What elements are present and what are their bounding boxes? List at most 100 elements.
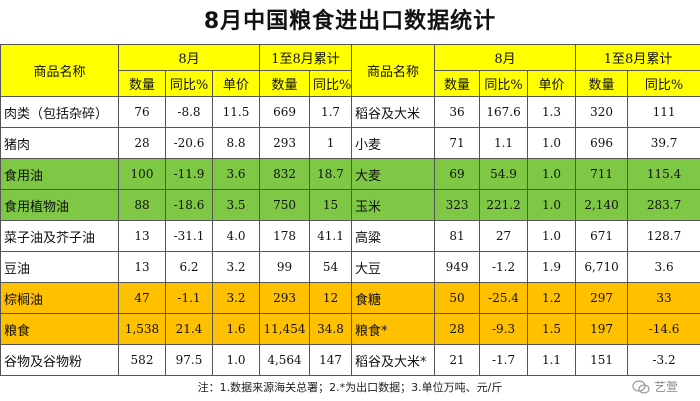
cell-qty-right: 36 [434, 96, 481, 128]
cell-price-left: 1.0 [211, 344, 261, 376]
cell-price-right: 1.0 [527, 158, 577, 190]
cell-yoy-right: -1.2 [479, 251, 529, 283]
commodity-name-left: 粮食 [0, 313, 119, 345]
cell-yoy-right: 221.2 [479, 189, 529, 221]
cell-cum-yoy-left: 1 [309, 127, 353, 159]
cell-cum-qty-right: 151 [575, 344, 629, 376]
cell-qty-left: 47 [118, 282, 166, 314]
cell-cum-yoy-right: 283.7 [627, 189, 700, 221]
commodity-name-right: 稻谷及大米 [351, 96, 436, 128]
cell-price-right: 1.3 [527, 96, 577, 128]
cell-cum-qty-right: 320 [575, 96, 629, 128]
cell-qty-right: 28 [434, 313, 481, 345]
commodity-name-right: 高粱 [351, 220, 436, 252]
col-header-qty: 数量 [118, 70, 166, 97]
cell-cum-yoy-right: 128.7 [627, 220, 700, 252]
cell-cum-qty-right: 696 [575, 127, 629, 159]
col-header-price: 单价 [211, 70, 261, 97]
cell-cum-yoy-right: -14.6 [627, 313, 700, 345]
cell-qty-left: 582 [118, 344, 166, 376]
commodity-name-right: 大豆 [351, 251, 436, 283]
cell-price-left: 3.2 [211, 251, 261, 283]
cell-qty-left: 76 [118, 96, 166, 128]
cell-price-right: 1.1 [527, 344, 577, 376]
cell-price-left: 1.6 [211, 313, 261, 345]
cell-qty-right: 71 [434, 127, 481, 159]
wechat-logo-icon [632, 379, 650, 394]
cell-qty-left: 13 [118, 220, 166, 252]
cell-price-right: 1.5 [527, 313, 577, 345]
cell-cum-qty-right: 711 [575, 158, 629, 190]
cell-price-right: 1.0 [527, 189, 577, 221]
commodity-name-left: 棕榈油 [0, 282, 119, 314]
cell-cum-yoy-right: 3.6 [627, 251, 700, 283]
col-header-month-left: 8月 [117, 44, 261, 71]
cell-cum-qty-right: 297 [575, 282, 629, 314]
cell-cum-yoy-left: 41.1 [309, 220, 353, 252]
cell-cum-yoy-left: 34.8 [309, 313, 353, 345]
cell-price-left: 4.0 [211, 220, 261, 252]
table-row: 粮食 1,538 21.4 1.6 11,454 34.8 粮食* 28 -9.3 1.5 197-… [0, 313, 700, 345]
cell-yoy-left: 6.2 [165, 251, 213, 283]
commodity-name-left: 食用油 [0, 158, 119, 190]
cell-yoy-right: -1.7 [479, 344, 529, 376]
col-header-qty: 数量 [434, 70, 481, 97]
table-row: 棕榈油 47 -1.1 3.2 293 12 食糖 50 -25.4 1.2 297 33 [0, 282, 700, 314]
col-header-name-left: 商品名称 [0, 44, 119, 97]
cell-cum-qty-left: 669 [259, 96, 311, 128]
cell-yoy-left: 97.5 [165, 344, 213, 376]
watermark: 艺萱 [632, 378, 678, 395]
commodity-name-right: 粮食* [351, 313, 436, 345]
cell-qty-right: 323 [434, 189, 481, 221]
commodity-name-left: 菜子油及芥子油 [0, 220, 119, 252]
cell-qty-right: 81 [434, 220, 481, 252]
cell-qty-right: 50 [434, 282, 481, 314]
table-row: 谷物及谷物粉 582 97.5 1.0 4,564 147 稻谷及大米* 21 -1.7 1.1 1… [0, 344, 700, 376]
cell-qty-right: 949 [434, 251, 481, 283]
cell-yoy-right: 167.6 [479, 96, 529, 128]
cell-cum-qty-left: 11,454 [259, 313, 311, 345]
footnote: 注：1.数据来源海关总署；2.*为出口数据；3.单位万吨、元/斤 [197, 381, 503, 394]
table-row: 食用油 100 -11.9 3.6 832 18.7 大麦 69 54.9 1.0 711 115.4 [0, 158, 700, 190]
cell-price-right: 1.9 [527, 251, 577, 283]
watermark-text: 艺萱 [653, 380, 678, 394]
cell-cum-qty-left: 99 [259, 251, 311, 283]
cell-yoy-right: -9.3 [479, 313, 529, 345]
cell-yoy-left: -20.6 [165, 127, 213, 159]
cell-qty-right: 69 [434, 158, 481, 190]
cell-yoy-right: 54.9 [479, 158, 529, 190]
table-row: 菜子油及芥子油 13 -31.1 4.0 178 41.1 高粱 81 27 1.0 671 128.… [0, 220, 700, 252]
cell-cum-yoy-right: -3.2 [627, 344, 700, 376]
cell-price-left: 3.2 [211, 282, 261, 314]
commodity-name-right: 食糖 [351, 282, 436, 314]
col-header-price: 单价 [527, 70, 577, 97]
table-body: 肉类（包括杂碎） 76 -8.8 11.5 669 1.7 稻谷及大米 36 167.6 1.3 3… [0, 96, 700, 376]
cell-qty-left: 100 [118, 158, 166, 190]
cell-cum-qty-right: 671 [575, 220, 629, 252]
cell-cum-yoy-left: 15 [309, 189, 353, 221]
cell-cum-yoy-left: 1.7 [309, 96, 353, 128]
cell-cum-yoy-left: 147 [309, 344, 353, 376]
cell-price-left: 8.8 [211, 127, 261, 159]
col-header-name-right: 商品名称 [351, 44, 436, 97]
table-row: 豆油 13 6.2 3.2 99 54 大豆 949 -1.2 1.9 6,710 3.6 [0, 251, 700, 283]
col-header-cum-yoy: 同比% [627, 70, 700, 97]
cell-yoy-left: -11.9 [165, 158, 213, 190]
cell-yoy-left: -31.1 [165, 220, 213, 252]
cell-cum-yoy-right: 111 [627, 96, 700, 128]
cell-yoy-left: 21.4 [165, 313, 213, 345]
col-header-cumulative-right: 1至8月累计 [575, 44, 700, 71]
col-header-yoy: 同比% [165, 70, 213, 97]
table-row: 猪肉 28 -20.6 8.8 293 1 小麦 71 1.1 1.0 696 39.7 [0, 127, 700, 159]
cell-cum-qty-right: 2,140 [575, 189, 629, 221]
cell-cum-yoy-right: 39.7 [627, 127, 700, 159]
col-header-cumulative-left: 1至8月累计 [259, 44, 353, 71]
cell-cum-qty-left: 293 [259, 127, 311, 159]
col-header-cum-qty: 数量 [575, 70, 629, 97]
table-row: 肉类（包括杂碎） 76 -8.8 11.5 669 1.7 稻谷及大米 36 167.6 1.3 3… [0, 96, 700, 128]
cell-price-right: 1.0 [527, 220, 577, 252]
commodity-name-left: 猪肉 [0, 127, 119, 159]
commodity-name-right: 小麦 [351, 127, 436, 159]
cell-cum-qty-left: 4,564 [259, 344, 311, 376]
cell-qty-left: 88 [118, 189, 166, 221]
